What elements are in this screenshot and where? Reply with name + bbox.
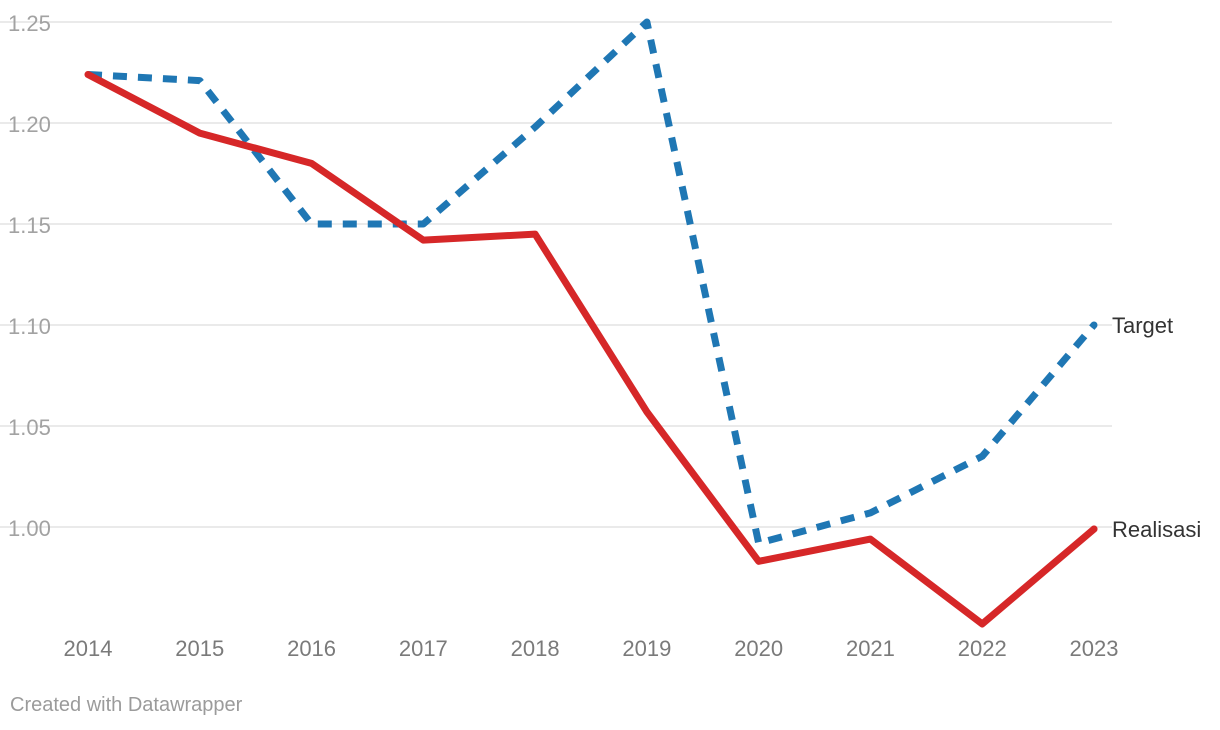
data-point (867, 509, 874, 516)
data-point (308, 160, 315, 167)
data-point (979, 620, 986, 627)
series-line-realisasi (84, 71, 1098, 628)
data-point (420, 237, 427, 244)
data-point (643, 408, 650, 415)
series-label-target: Target (1112, 313, 1173, 338)
series-lines (84, 18, 1098, 628)
x-tick-label: 2020 (734, 636, 783, 661)
y-tick-label: 1.20 (8, 112, 51, 137)
x-axis-ticks: 2014 2015 2016 2017 2018 2019 2020 2021 2022 2023 (64, 636, 1119, 661)
data-point (532, 231, 539, 238)
x-tick-label: 2019 (622, 636, 671, 661)
x-tick-label: 2014 (64, 636, 113, 661)
y-tick-label: 1.00 (8, 516, 51, 541)
data-point (755, 540, 762, 547)
series-labels: Target Realisasi (1112, 313, 1201, 542)
data-point (85, 71, 92, 78)
y-axis-ticks: 1.25 1.20 1.15 1.10 1.05 1.00 (8, 11, 51, 541)
data-point (308, 221, 315, 228)
x-tick-label: 2022 (958, 636, 1007, 661)
x-tick-label: 2018 (511, 636, 560, 661)
data-point (1090, 525, 1098, 533)
y-tick-label: 1.15 (8, 213, 51, 238)
data-point (643, 19, 650, 26)
y-tick-label: 1.25 (8, 11, 51, 36)
series-label-realisasi: Realisasi (1112, 517, 1201, 542)
datawrapper-credit[interactable]: Created with Datawrapper (10, 694, 243, 716)
x-tick-label: 2015 (175, 636, 224, 661)
x-tick-label: 2023 (1070, 636, 1119, 661)
data-point (196, 77, 203, 84)
data-point (420, 221, 427, 228)
data-point (532, 124, 539, 131)
x-tick-label: 2021 (846, 636, 895, 661)
data-point (979, 453, 986, 460)
x-tick-label: 2017 (399, 636, 448, 661)
y-tick-label: 1.05 (8, 415, 51, 440)
x-tick-label: 2016 (287, 636, 336, 661)
data-point (196, 130, 203, 137)
data-point (755, 558, 762, 565)
gridlines (0, 21, 1112, 528)
series-line-target (87, 18, 1097, 547)
y-tick-label: 1.10 (8, 314, 51, 339)
data-point (1090, 321, 1098, 329)
data-point (867, 536, 874, 543)
